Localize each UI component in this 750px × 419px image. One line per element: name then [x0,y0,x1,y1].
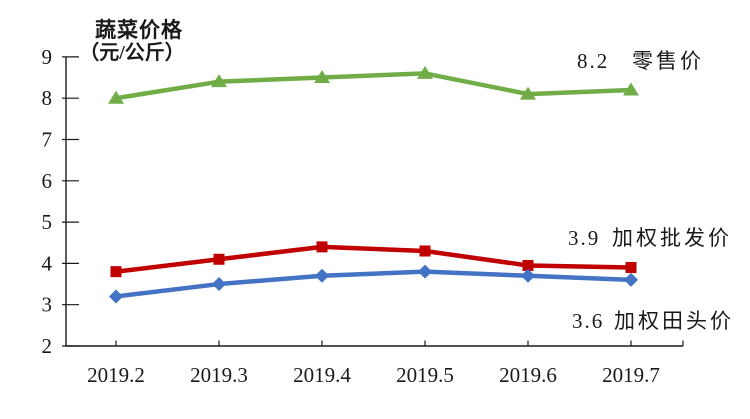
x-axis-tick-label: 2019.5 [396,363,454,387]
y-axis-tick-label: 9 [42,45,53,69]
weighted-wholesale-price-marker-square [419,245,431,257]
weighted-wholesale-price-end-value-label: 3.9 [568,226,600,250]
chart-title: 蔬菜价格 [95,18,183,42]
weighted-farmgate-price-marker-diamond [624,272,638,287]
series-line-weighted-wholesale-price [113,244,634,274]
series-annotations: 8.2 零售价 3.9 加权批发价 3.6 加权田头价 [568,49,734,333]
y-axis-tick-label: 4 [42,251,53,275]
retail-price-marker-triangle [520,86,536,100]
axes: 2 3 4 5 6 7 8 9 2019.2 2019.3 2019.4 2019.5 2019.6 20… [42,45,684,387]
retail-price-end-value-label: 8.2 [577,49,609,73]
x-axis-tick-label: 2019.4 [293,363,351,387]
weighted-farmgate-price-marker-diamond [418,264,432,279]
plot-area [108,65,639,304]
y-axis-tick-label: 2 [42,334,53,358]
weighted-wholesale-price-marker-square [213,253,225,265]
retail-price-marker-triangle [211,74,227,88]
retail-price-marker-triangle [108,90,124,104]
retail-price-marker-triangle [623,82,639,96]
y-axis-tick-label: 7 [42,128,53,152]
weighted-wholesale-price-marker-square [316,241,328,253]
series-line-retail-price [113,71,634,101]
weighted-wholesale-price-marker-square [625,262,637,274]
x-axis-tick-label: 2019.7 [602,363,660,387]
y-axis-tick-label: 3 [42,293,53,317]
weighted-farmgate-price-marker-diamond [315,268,329,283]
weighted-wholesale-price-series-name-label: 加权批发价 [612,226,732,250]
retail-price-marker-triangle [417,65,433,79]
weighted-wholesale-price-marker-square [110,266,122,278]
chart-unit-subtitle: （元/公斤） [79,41,185,64]
y-axis-tick-label: 8 [42,86,53,110]
retail-price-series-name-label: 零售价 [632,49,704,73]
x-axis-tick-label: 2019.2 [87,363,145,387]
x-axis-tick-label: 2019.6 [499,363,557,387]
y-axis-tick-label: 6 [42,169,53,193]
weighted-farmgate-price-marker-diamond [212,277,226,292]
weighted-wholesale-price-marker-square [522,259,534,271]
retail-price-marker-triangle [314,70,330,84]
axis-lines [65,56,683,347]
weighted-farmgate-price-end-value-label: 3.6 [572,309,604,333]
y-axis-tick-label: 5 [42,210,53,234]
weighted-farmgate-price-marker-diamond [109,289,123,304]
series-line-weighted-farmgate-price [113,269,634,299]
weighted-farmgate-price-marker-diamond [521,268,535,283]
weighted-farmgate-price-series-name-label: 加权田头价 [614,309,734,333]
x-axis-tick-label: 2019.3 [190,363,248,387]
